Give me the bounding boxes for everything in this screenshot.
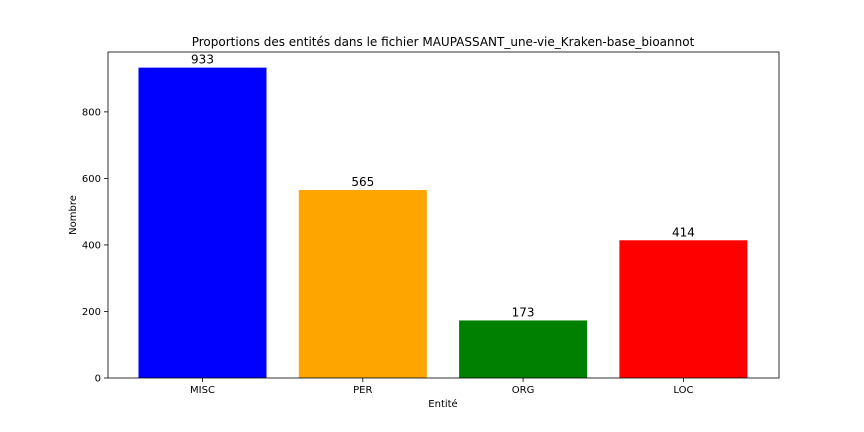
y-tick-label: 400 — [82, 240, 101, 251]
data-label-org: 173 — [512, 305, 535, 319]
bar-per — [298, 190, 427, 378]
plot-area: 933 MISC 565 PER 173 ORG 414 LOC 0 200 400 600 800 — [82, 53, 748, 396]
bar-org — [459, 320, 588, 378]
chart-title: Proportions des entités dans le fichier … — [192, 35, 695, 49]
x-tick-label: PER — [353, 385, 372, 396]
y-tick-label: 800 — [82, 107, 101, 118]
data-label-misc: 933 — [191, 53, 214, 67]
x-tick-label: LOC — [673, 385, 693, 396]
y-tick-label: 600 — [82, 174, 101, 185]
x-tick-label: ORG — [512, 385, 535, 396]
bar-loc — [619, 240, 748, 378]
data-label-per: 565 — [351, 175, 374, 189]
data-label-loc: 414 — [672, 225, 695, 239]
x-axis-label: Entité — [428, 398, 457, 410]
y-tick-label: 0 — [95, 374, 101, 385]
bar-misc — [138, 67, 267, 378]
y-axis-label: Nombre — [68, 195, 79, 235]
y-tick-label: 200 — [82, 307, 101, 318]
x-tick-label: MISC — [190, 385, 215, 396]
plot-frame — [107, 51, 780, 379]
